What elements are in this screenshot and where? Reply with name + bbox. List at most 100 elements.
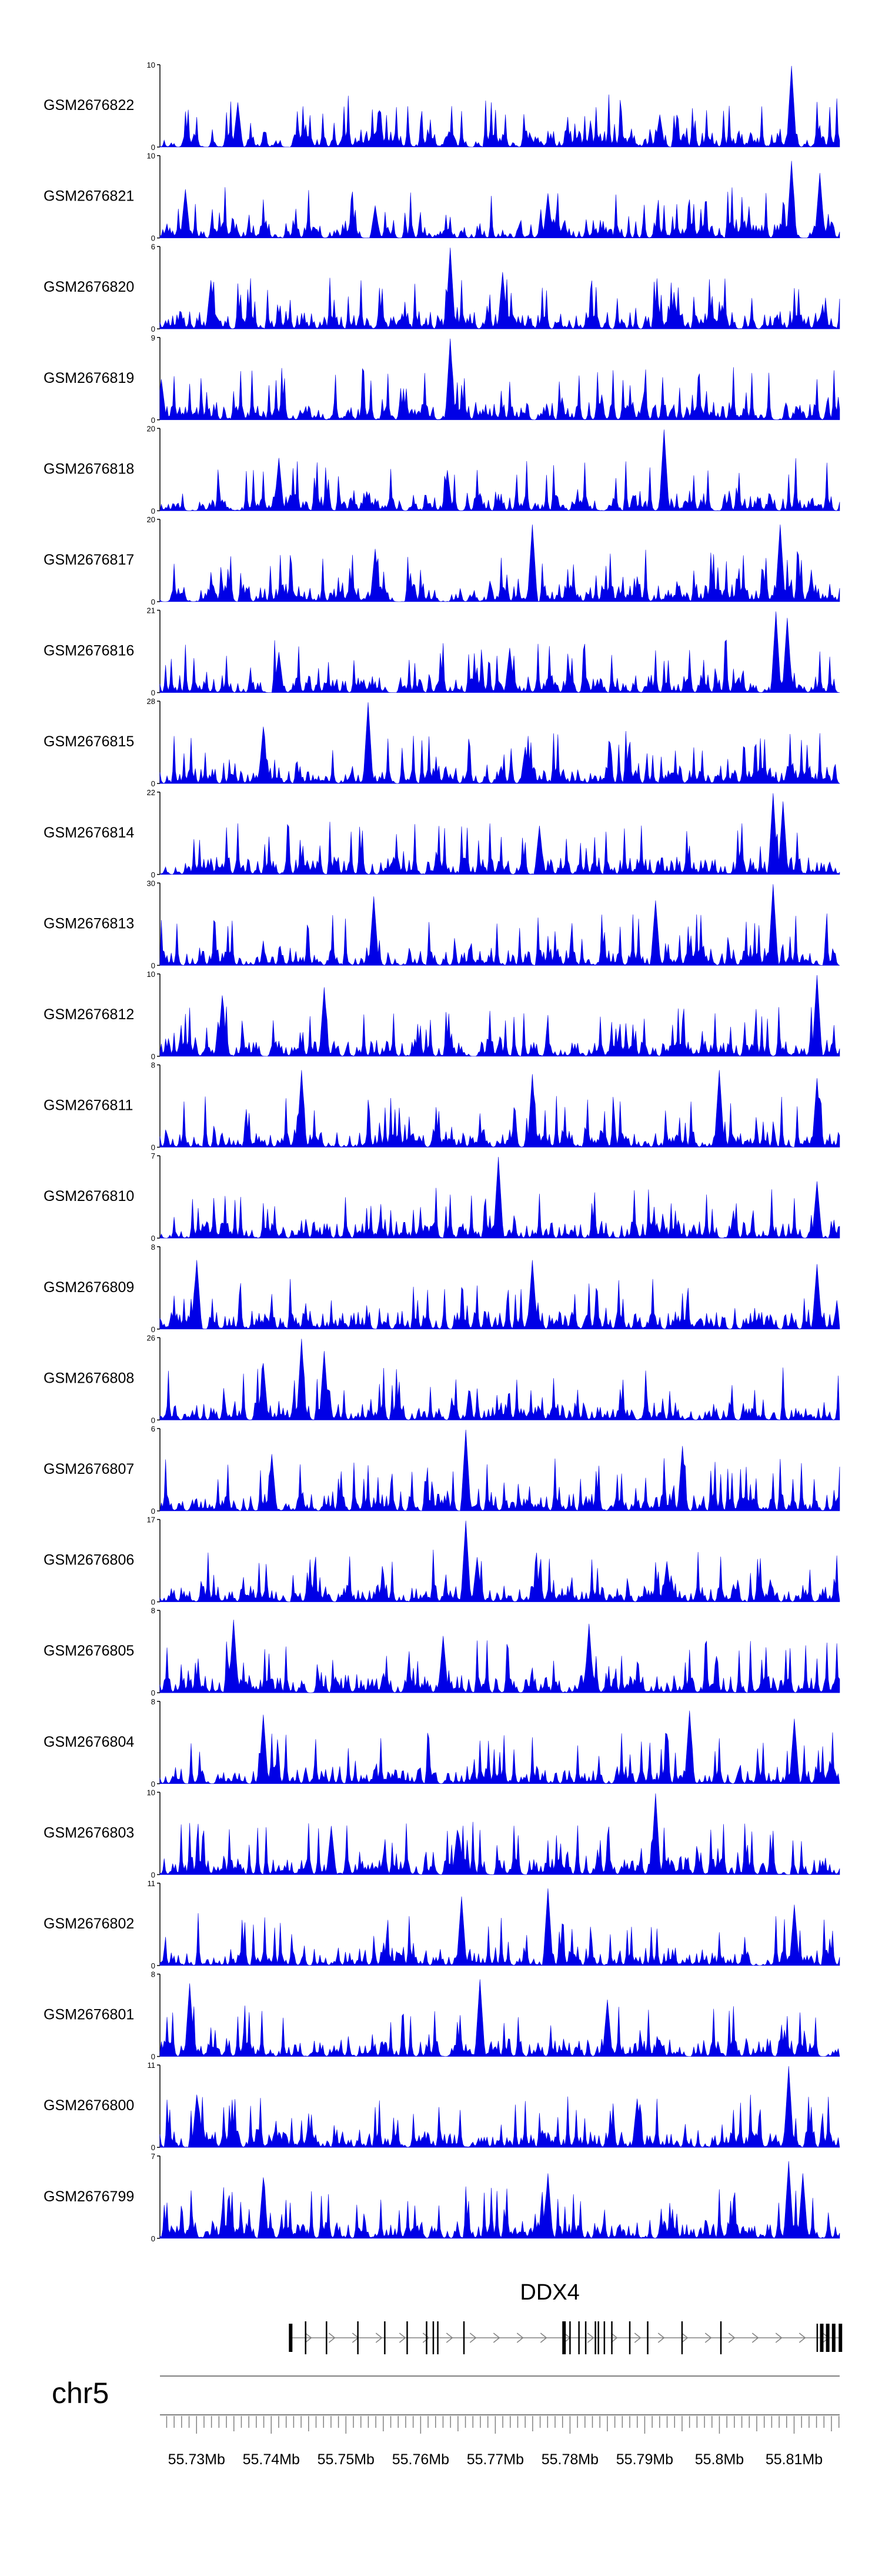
gene-exon bbox=[831, 2324, 836, 2352]
coverage-track: GSM2676799 70 bbox=[44, 2152, 840, 2243]
coverage-track: GSM2676808 26 0 bbox=[44, 1333, 840, 1424]
y-axis: 17 0 bbox=[147, 1516, 161, 1607]
coverage-track: GSM2676816 21 0 bbox=[44, 606, 840, 698]
coverage-area bbox=[159, 248, 840, 329]
y-axis-min-label: 0 bbox=[151, 1961, 155, 1970]
coverage-area bbox=[159, 702, 840, 784]
y-axis-max-label: 20 bbox=[147, 424, 155, 433]
gene-exon bbox=[720, 2321, 722, 2354]
y-axis: 11 0 bbox=[148, 1879, 161, 1970]
y-axis-min-label: 0 bbox=[151, 689, 155, 698]
gene-exon bbox=[816, 2324, 818, 2352]
coverage-track: GSM2676813 30 0 bbox=[44, 879, 840, 970]
strand-arrow bbox=[751, 2333, 759, 2343]
axis-tick-label: 55.76Mb bbox=[392, 2451, 449, 2468]
y-axis-min-label: 0 bbox=[151, 870, 155, 879]
track-label: GSM2676802 bbox=[44, 1916, 134, 1932]
coverage-area bbox=[159, 1619, 840, 1693]
y-axis-min-label: 0 bbox=[151, 1689, 155, 1697]
coverage-track: GSM2676820 60 bbox=[44, 242, 840, 333]
track-label: GSM2676799 bbox=[44, 2188, 134, 2205]
coverage-track: GSM2676800 11 0 bbox=[44, 2061, 840, 2152]
coverage-area bbox=[159, 338, 840, 421]
strand-arrow bbox=[493, 2333, 500, 2343]
gene-exon bbox=[578, 2321, 580, 2354]
coverage-area bbox=[159, 524, 840, 602]
y-axis: 80 bbox=[151, 1970, 161, 2061]
y-axis: 21 0 bbox=[147, 606, 161, 698]
y-axis-max-label: 22 bbox=[147, 788, 155, 797]
track-label: GSM2676821 bbox=[44, 188, 134, 205]
y-axis-min-label: 0 bbox=[151, 779, 155, 788]
gene-exon bbox=[597, 2321, 599, 2354]
y-axis: 10 0 bbox=[147, 970, 161, 1061]
y-axis: 70 bbox=[151, 1152, 161, 1243]
track-label: GSM2676820 bbox=[44, 279, 134, 295]
y-axis: 28 0 bbox=[147, 697, 161, 788]
y-axis: 10 0 bbox=[147, 61, 161, 152]
y-axis-max-label: 10 bbox=[147, 970, 155, 979]
y-axis-min-label: 0 bbox=[151, 2234, 155, 2243]
track-label: GSM2676822 bbox=[44, 97, 134, 114]
y-axis-max-label: 8 bbox=[151, 1970, 155, 1979]
coverage-area bbox=[159, 1339, 840, 1420]
y-axis-max-label: 10 bbox=[147, 152, 155, 161]
gene-exon bbox=[562, 2321, 566, 2354]
y-axis: 90 bbox=[151, 333, 161, 425]
y-axis-max-label: 17 bbox=[147, 1516, 155, 1524]
coverage-area bbox=[159, 1429, 840, 1511]
strand-arrow bbox=[516, 2333, 524, 2343]
coverage-area bbox=[159, 161, 840, 238]
coverage-track: GSM2676814 22 0 bbox=[44, 788, 840, 879]
track-label: GSM2676811 bbox=[44, 1097, 133, 1114]
strand-arrow bbox=[799, 2333, 806, 2343]
strand-arrow bbox=[728, 2333, 736, 2343]
coverage-track: GSM2676817 20 0 bbox=[44, 515, 840, 606]
y-axis-max-label: 9 bbox=[151, 333, 155, 342]
gene-name-label: DDX4 bbox=[520, 2280, 579, 2305]
track-label: GSM2676808 bbox=[44, 1370, 134, 1386]
y-axis-max-label: 8 bbox=[151, 1697, 155, 1706]
axis-tick-label: 55.75Mb bbox=[318, 2451, 375, 2468]
strand-arrow bbox=[657, 2333, 665, 2343]
y-axis: 60 bbox=[151, 1424, 161, 1516]
y-axis: 70 bbox=[151, 2152, 161, 2243]
coverage-tracks: GSM2676822100GSM2676821100GSM267682060GS… bbox=[44, 61, 840, 2243]
y-axis: 80 bbox=[151, 1243, 161, 1334]
coverage-area bbox=[159, 1157, 840, 1239]
y-axis: 60 bbox=[151, 242, 161, 333]
coverage-area bbox=[159, 1979, 840, 2057]
strand-arrow bbox=[634, 2333, 642, 2343]
y-axis: 80 bbox=[151, 1061, 161, 1152]
gene-exon bbox=[569, 2321, 571, 2354]
strand-arrow bbox=[704, 2333, 712, 2343]
coverage-area bbox=[159, 1070, 840, 1147]
gene-exon bbox=[437, 2321, 439, 2354]
strand-arrow bbox=[446, 2333, 453, 2343]
axis-tick-label: 55.79Mb bbox=[616, 2451, 673, 2468]
y-axis-max-label: 10 bbox=[147, 1788, 155, 1797]
y-axis: 20 0 bbox=[147, 515, 161, 606]
track-label: GSM2676817 bbox=[44, 552, 134, 568]
gene-exon bbox=[305, 2321, 306, 2354]
coverage-area bbox=[159, 611, 840, 693]
strand-arrow bbox=[681, 2333, 689, 2343]
axis-tick-label: 55.73Mb bbox=[168, 2451, 225, 2468]
gene-model-track: DDX4 bbox=[289, 2280, 843, 2354]
y-axis: 80 bbox=[151, 1606, 161, 1697]
gene-exon bbox=[820, 2324, 824, 2352]
axis-tick-label: 55.77Mb bbox=[467, 2451, 524, 2468]
strand-arrow bbox=[328, 2333, 336, 2343]
gene-exon bbox=[432, 2321, 435, 2354]
coverage-area bbox=[159, 1520, 840, 1602]
coverage-track: GSM2676806 17 0 bbox=[44, 1516, 840, 1607]
coverage-track: GSM2676802 11 0 bbox=[44, 1879, 840, 1970]
gene-exon bbox=[603, 2321, 606, 2354]
y-axis-min-label: 0 bbox=[151, 325, 155, 333]
y-axis-max-label: 21 bbox=[147, 606, 155, 615]
track-label: GSM2676812 bbox=[44, 1006, 134, 1023]
